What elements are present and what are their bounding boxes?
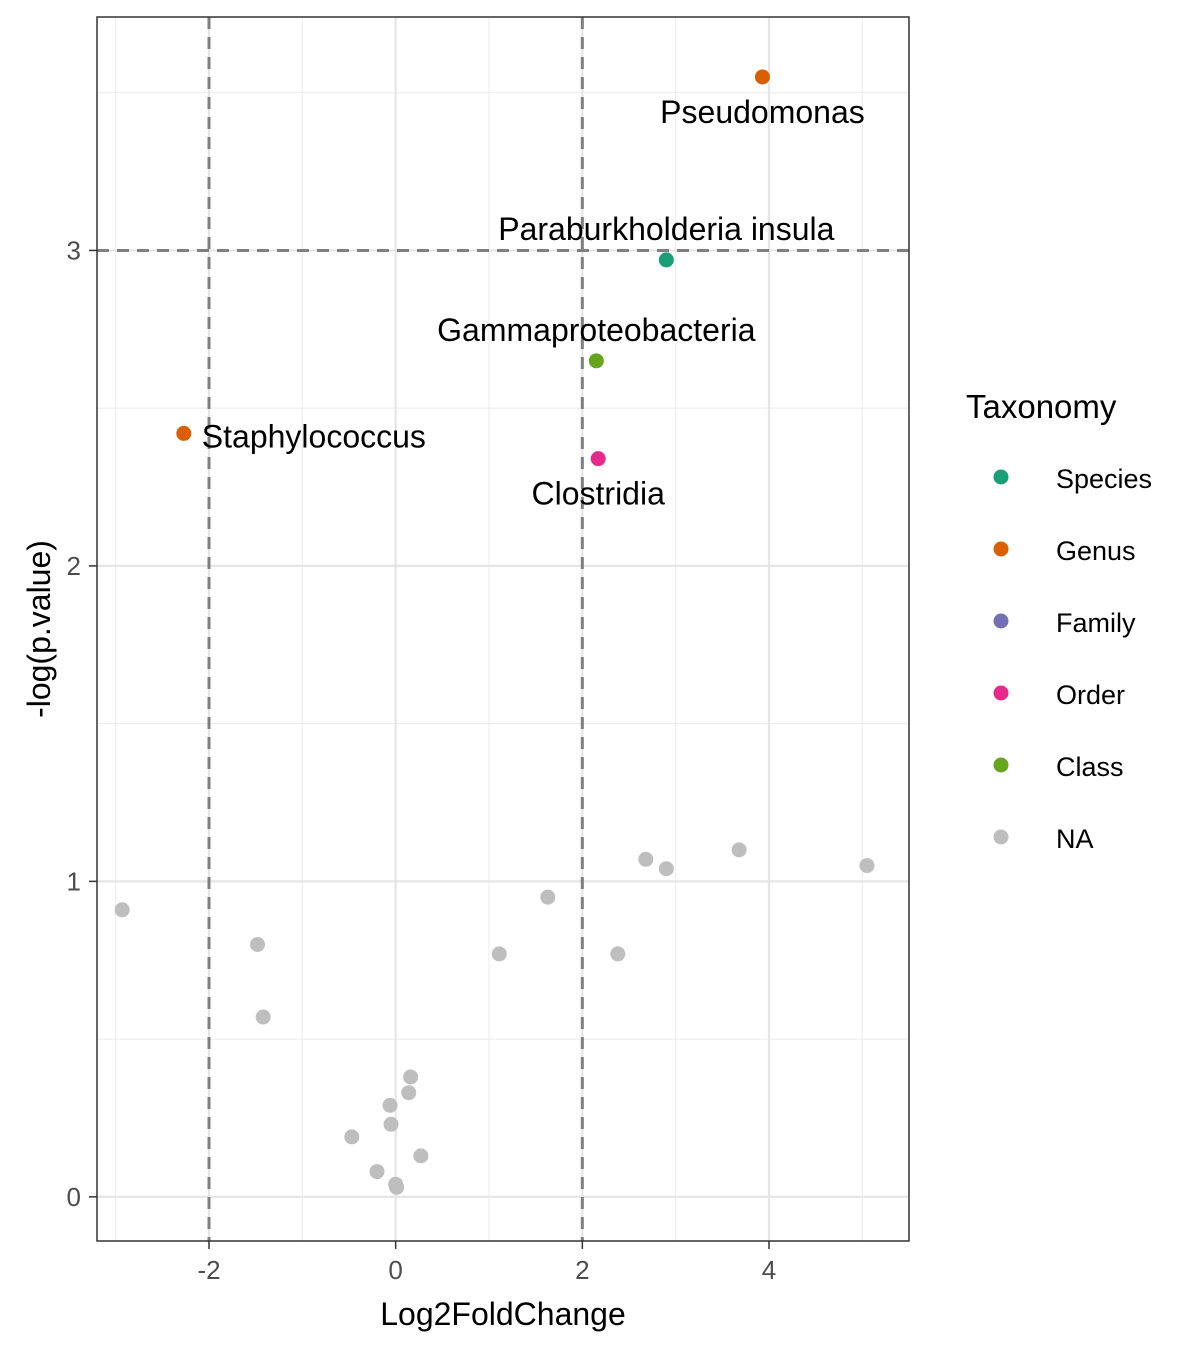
data-point [255,1009,271,1025]
x-axis-ticks: -2 0 2 4 [197,1241,776,1285]
legend-label: NA [1056,824,1094,854]
legend-key [993,613,1009,629]
data-point [754,69,770,85]
legend-label: Family [1056,608,1136,638]
data-point [590,451,606,467]
point-label: Staphylococcus [202,418,426,454]
data-point [638,851,654,867]
data-point [658,252,674,268]
x-tick-label: 4 [762,1255,776,1285]
x-tick-label: 0 [388,1255,402,1285]
y-axis-label: -log(p.value) [21,540,57,718]
data-point [658,861,674,877]
point-label: Gammaproteobacteria [437,312,756,348]
point-labels: Pseudomonas Paraburkholderia insula Gammap… [202,94,865,512]
y-tick-label: 1 [67,866,81,896]
data-point [588,353,604,369]
data-point [413,1148,429,1164]
data-points [114,69,875,1195]
legend-key [993,469,1009,485]
data-point [401,1085,417,1101]
minor-gridlines [97,17,909,1241]
legend-title: Taxonomy [966,388,1117,425]
legend-label: Class [1056,752,1124,782]
data-point [114,902,130,918]
data-point [389,1179,405,1195]
data-point [176,425,192,441]
y-axis-ticks: 0 1 2 3 [67,235,97,1212]
legend-label: Genus [1056,536,1136,566]
data-point [344,1129,360,1145]
data-point [250,936,266,952]
legend-key [993,829,1009,845]
data-point [403,1069,419,1085]
data-point [540,889,556,905]
data-point [859,858,875,874]
data-point [610,946,626,962]
x-axis-label: Log2FoldChange [380,1296,626,1332]
legend-key [993,541,1009,557]
point-label: Pseudomonas [660,94,865,130]
x-tick-label: -2 [197,1255,220,1285]
data-point [491,946,507,962]
data-point [383,1116,399,1132]
plot-background [97,17,909,1241]
data-point [731,842,747,858]
data-point [382,1097,398,1113]
y-tick-label: 2 [67,551,81,581]
point-label: Clostridia [532,476,666,512]
legend-label: Order [1056,680,1125,710]
legend-label: Species [1056,464,1152,494]
point-label: Paraburkholderia insula [498,211,834,247]
legend-key [993,757,1009,773]
legend: Taxonomy Species Genus Family Order Class NA [966,388,1152,854]
threshold-lines [97,17,909,1241]
y-tick-label: 3 [67,235,81,265]
y-tick-label: 0 [67,1182,81,1212]
data-point [369,1164,385,1180]
plot-panel-border [96,16,910,1242]
x-tick-label: 2 [575,1255,589,1285]
legend-key [993,685,1009,701]
